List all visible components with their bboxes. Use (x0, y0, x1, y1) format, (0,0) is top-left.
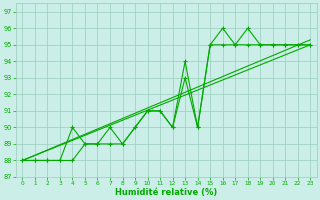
X-axis label: Humidité relative (%): Humidité relative (%) (115, 188, 218, 197)
